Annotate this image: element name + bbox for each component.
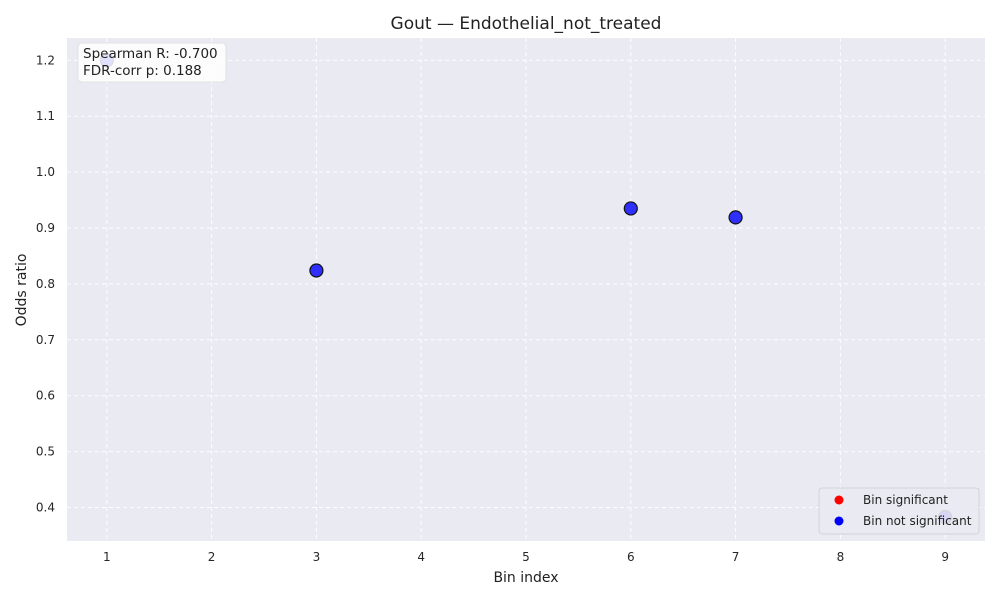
x-tick-label: 1: [103, 550, 111, 564]
y-tick-label: 1.1: [36, 109, 55, 123]
legend-label-not-significant: Bin not significant: [863, 514, 972, 528]
x-tick-label: 8: [837, 550, 845, 564]
plot-area: [67, 38, 985, 541]
x-axis-label: Bin index: [493, 570, 558, 586]
y-tick-label: 0.5: [36, 445, 55, 459]
y-tick-labels: 0.4 0.5 0.6 0.7 0.8 0.9 1.0 1.1 1.2: [36, 53, 55, 514]
y-tick-label: 0.7: [36, 333, 55, 347]
x-tick-label: 4: [417, 550, 425, 564]
y-tick-label: 1.2: [36, 53, 55, 67]
x-tick-label: 5: [522, 550, 530, 564]
data-point: [728, 210, 743, 225]
y-tick-label: 0.8: [36, 277, 55, 291]
stats-box: Spearman R: -0.700 FDR-corr p: 0.188: [77, 42, 227, 83]
x-tick-label: 3: [313, 550, 321, 564]
x-tick-label: 9: [941, 550, 949, 564]
legend-label-significant: Bin significant: [863, 493, 948, 507]
x-tick-labels: 1 2 3 4 5 6 7 8 9: [103, 550, 949, 564]
y-axis-label: Odds ratio: [14, 254, 30, 327]
x-tick-label: 6: [627, 550, 635, 564]
y-tick-label: 0.6: [36, 389, 55, 403]
spearman-stat: Spearman R: -0.700: [83, 46, 218, 62]
legend-marker-significant: [834, 495, 844, 505]
x-tick-label: 7: [732, 550, 740, 564]
legend-marker-not-significant: [834, 516, 844, 526]
y-tick-label: 1.0: [36, 165, 55, 179]
y-tick-label: 0.4: [36, 500, 55, 514]
y-tick-label: 0.9: [36, 221, 55, 235]
data-point: [623, 201, 638, 216]
chart-title: Gout — Endothelial_not_treated: [391, 14, 662, 34]
fdr-stat: FDR-corr p: 0.188: [83, 63, 202, 79]
legend-frame: [818, 487, 980, 535]
x-tick-label: 2: [208, 550, 216, 564]
stats-box-background: [77, 42, 227, 83]
data-point: [309, 263, 324, 278]
legend: Bin significant Bin not significant: [818, 487, 980, 535]
